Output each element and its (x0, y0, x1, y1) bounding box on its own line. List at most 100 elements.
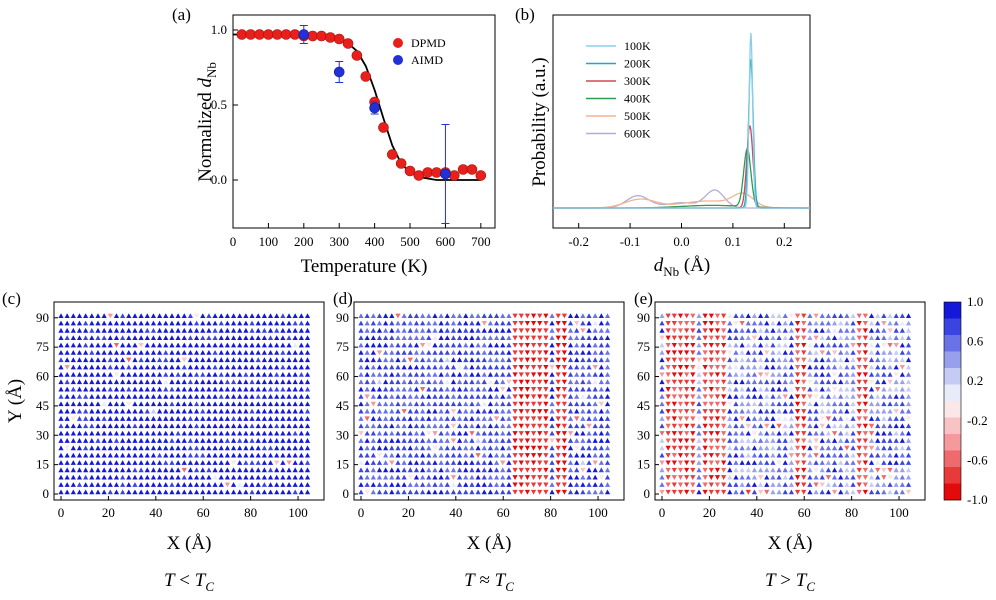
dipole-arrow (243, 416, 249, 421)
dipole-arrow (500, 489, 506, 495)
dipole-arrow (383, 313, 389, 319)
dipole-arrow (261, 364, 267, 370)
panel-a-dpmd-point (289, 29, 301, 40)
dipole-arrow (530, 482, 537, 488)
dipole-arrow (200, 445, 206, 451)
dipole-arrow (530, 350, 537, 356)
dipole-arrow (782, 401, 788, 407)
dipole-arrow (788, 408, 795, 414)
panel-e-caption-sub: C (806, 579, 815, 594)
dipole-arrow (389, 386, 395, 392)
dipole-arrow (794, 489, 801, 495)
dipole-arrow (267, 335, 274, 341)
dipole-arrow (267, 393, 274, 399)
dipole-arrow (438, 320, 444, 326)
dipole-arrow (113, 364, 120, 370)
dipole-arrow (169, 416, 175, 421)
dipole-arrow (200, 452, 206, 458)
dipole-arrow (506, 430, 512, 436)
dipole-arrow (487, 489, 494, 495)
dipole-arrow (887, 393, 893, 399)
dipole-arrow (187, 445, 194, 451)
dipole-arrow (463, 452, 469, 458)
dipole-arrow (274, 393, 280, 399)
dipole-arrow (580, 416, 586, 421)
dipole-arrow (255, 313, 261, 319)
dipole-arrow (107, 371, 113, 377)
dipole-arrow (671, 343, 677, 348)
dipole-arrow (758, 467, 764, 473)
dipole-arrow (76, 335, 83, 341)
dipole-arrow (163, 320, 169, 326)
dipole-arrow (286, 423, 292, 429)
dipole-arrow (751, 327, 758, 333)
dipole-arrow (702, 387, 708, 392)
dipole-arrow (530, 335, 537, 341)
dipole-arrow (83, 393, 89, 399)
dipole-arrow (469, 335, 475, 341)
dipole-arrow (831, 482, 838, 487)
dipole-arrow (899, 327, 905, 333)
dipole-arrow (413, 364, 420, 370)
dipole-arrow (376, 342, 383, 348)
dipole-arrow (438, 452, 444, 458)
dipole-arrow (420, 452, 426, 458)
dipole-arrow (413, 408, 420, 414)
dipole-arrow (457, 438, 463, 443)
dipole-arrow (831, 416, 838, 421)
dipole-arrow (813, 394, 819, 400)
dipole-arrow (530, 453, 537, 458)
dipole-arrow (776, 313, 782, 319)
dipole-arrow (364, 371, 370, 377)
dipole-arrow (493, 357, 500, 363)
dipole-arrow (487, 467, 494, 473)
dipole-arrow (714, 431, 721, 436)
dipole-arrow (126, 335, 132, 341)
dipole-arrow (395, 474, 401, 480)
dipole-arrow (169, 438, 175, 443)
dipole-arrow (881, 327, 887, 333)
dipole-arrow (432, 460, 438, 465)
dipole-arrow (862, 431, 868, 436)
dipole-arrow (677, 343, 684, 348)
panel-b-xlabel-var: d (654, 255, 664, 276)
dipole-arrow (671, 460, 677, 466)
dipole-arrow (524, 394, 530, 400)
dipole-arrow (893, 349, 899, 355)
dipole-arrow (255, 401, 261, 407)
dipole-arrow (107, 349, 113, 355)
dipole-arrow (739, 474, 745, 480)
dipole-arrow (899, 408, 905, 414)
dipole-arrow (537, 401, 543, 407)
dipole-arrow (764, 408, 770, 414)
colorbar-segment (944, 335, 961, 352)
dipole-arrow (794, 460, 801, 466)
dipole-arrow (764, 372, 770, 378)
dipole-arrow (370, 342, 376, 348)
panel-b-xtick-label: -0.2 (568, 234, 589, 249)
dipole-arrow (126, 408, 132, 414)
dipole-arrow (364, 401, 370, 407)
dipole-arrow (187, 467, 194, 473)
dipole-arrow (905, 438, 912, 443)
dipole-arrow (708, 313, 714, 319)
dipole-arrow (370, 313, 376, 319)
dipole-arrow (825, 313, 831, 319)
dipole-arrow (727, 452, 733, 458)
dipole-arrow (224, 349, 230, 355)
dipole-arrow (395, 445, 401, 451)
dipole-arrow (567, 482, 574, 487)
dipole-arrow (665, 379, 671, 385)
dipole-arrow (200, 401, 206, 407)
dipole-arrow (555, 423, 561, 429)
dipole-arrow (819, 393, 825, 399)
dipole-arrow (708, 453, 714, 458)
dipole-arrow (76, 489, 83, 495)
dipole-arrow (524, 401, 530, 407)
dipole-arrow (298, 393, 304, 399)
dipole-arrow (144, 460, 150, 465)
dipole-arrow (438, 467, 444, 473)
dipole-arrow (107, 386, 113, 392)
dipole-arrow (113, 416, 120, 421)
dipole-arrow (493, 327, 500, 333)
